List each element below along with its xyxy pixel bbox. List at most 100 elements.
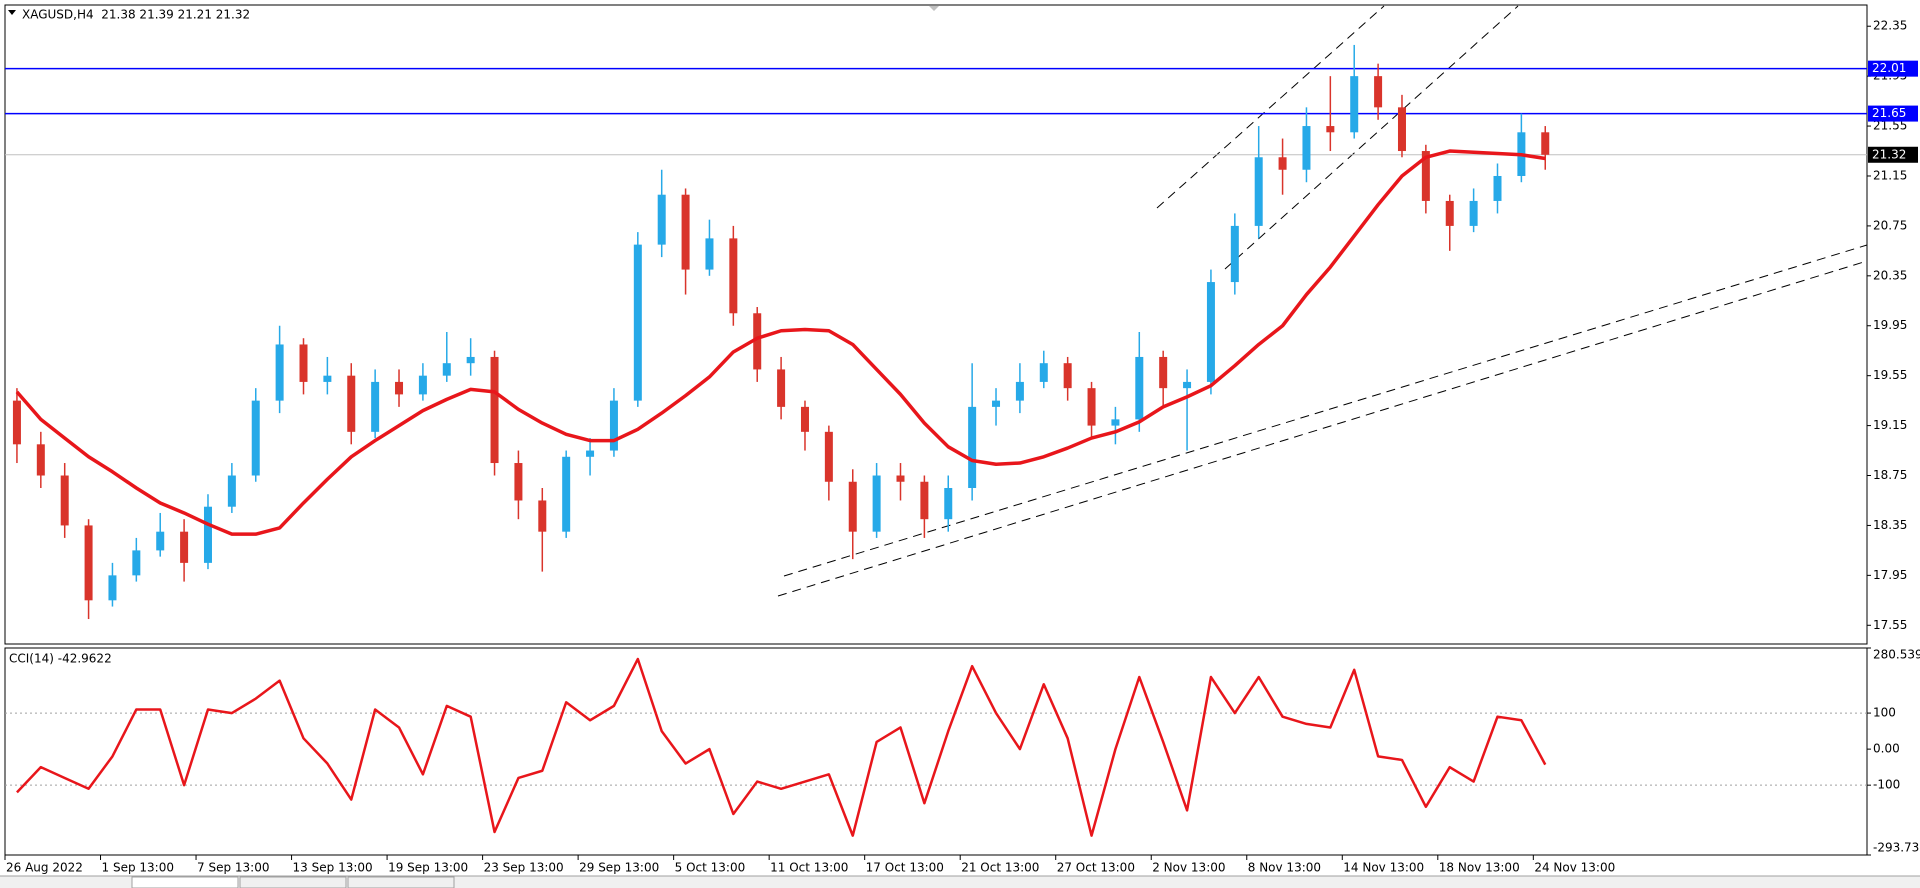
candle-body — [1063, 363, 1072, 389]
indicator-header: CCI(14) -42.9622 — [9, 652, 112, 666]
candle-body — [1302, 126, 1311, 170]
candle-body — [1493, 175, 1502, 201]
candle-body — [1397, 107, 1406, 152]
candle-body — [1541, 132, 1550, 155]
level-tag — [1868, 146, 1918, 163]
candle-body — [1159, 356, 1168, 389]
candle-body — [132, 550, 141, 576]
shift-marker — [929, 6, 939, 11]
cci-line — [16, 657, 1547, 837]
channel-line — [1224, 5, 1519, 270]
symbol-header: XAGUSD,H4 21.38 21.39 21.21 21.32 — [22, 8, 250, 22]
y-tick-label: 19.95 — [1873, 318, 1907, 332]
candle-body — [1326, 126, 1335, 133]
x-tick-label: 21 Oct 13:00 — [961, 861, 1039, 875]
x-tick-label: 14 Nov 13:00 — [1343, 861, 1424, 875]
x-tick-label: 5 Oct 13:00 — [675, 861, 746, 875]
candle-body — [872, 475, 881, 532]
candle-body — [1350, 76, 1359, 133]
candle-body — [944, 487, 953, 520]
candle-body — [729, 238, 738, 314]
candle-body — [251, 400, 260, 476]
chart-tab[interactable] — [239, 876, 347, 888]
candle-body — [347, 375, 356, 432]
menu-arrow[interactable] — [8, 10, 16, 15]
candle-body — [848, 481, 857, 532]
x-tick-label: 26 Aug 2022 — [6, 861, 83, 875]
y-tick-label: 19.55 — [1873, 368, 1907, 382]
y-tick-label: 21.55 — [1873, 119, 1907, 133]
x-tick-label: 27 Oct 13:00 — [1057, 861, 1135, 875]
y-tick-label: 280.539 — [1873, 648, 1920, 662]
cci-panel — [4, 647, 1868, 856]
x-tick-label: 18 Nov 13:00 — [1439, 861, 1520, 875]
candle-body — [586, 450, 595, 457]
chart-tab[interactable] — [131, 876, 239, 888]
x-tick-label: 19 Sep 13:00 — [388, 861, 468, 875]
x-tick-label: 24 Nov 13:00 — [1534, 861, 1615, 875]
trend-line — [777, 260, 1868, 597]
candle-body — [60, 475, 69, 526]
candle-body — [753, 313, 762, 370]
x-tick-label: 7 Sep 13:00 — [197, 861, 269, 875]
candle-body — [299, 344, 308, 382]
y-tick-label: 17.95 — [1873, 568, 1907, 582]
tab-bar — [0, 876, 1920, 888]
level-tag — [1868, 60, 1918, 77]
candle-body — [992, 400, 1001, 407]
candle-body — [1469, 200, 1478, 226]
y-tick-label: 0.00 — [1873, 742, 1900, 756]
chart-tab[interactable] — [347, 876, 455, 888]
y-tick-label: -293.733 — [1873, 841, 1920, 855]
candle-body — [203, 506, 212, 563]
trend-line — [783, 244, 1868, 577]
candle-body — [968, 406, 977, 488]
candle-body — [1135, 356, 1144, 420]
level-tag — [1868, 105, 1918, 122]
level-label: 21.65 — [1872, 106, 1906, 120]
candle-body — [1206, 282, 1215, 382]
candle-body — [418, 375, 427, 395]
channel-line — [1156, 5, 1385, 209]
candle-body — [371, 381, 380, 432]
candle-body — [609, 400, 618, 451]
candle-body — [1421, 151, 1430, 201]
candle-body — [227, 475, 236, 507]
level-label: 22.01 — [1872, 61, 1906, 75]
candle-body — [1039, 363, 1048, 382]
candle-body — [1015, 381, 1024, 401]
x-tick-label: 1 Sep 13:00 — [102, 861, 174, 875]
y-tick-label: 19.15 — [1873, 418, 1907, 432]
candle-body — [800, 406, 809, 432]
candle-body — [1445, 200, 1454, 226]
candle-body — [156, 531, 165, 551]
candle-body — [1230, 225, 1239, 283]
candle-body — [920, 481, 929, 520]
x-tick-label: 13 Sep 13:00 — [293, 861, 373, 875]
candle-body — [84, 525, 93, 601]
candle-body — [323, 375, 332, 382]
trendlines — [777, 5, 1868, 597]
x-tick-label: 8 Nov 13:00 — [1248, 861, 1321, 875]
candle-body — [12, 400, 21, 445]
x-tick-label: 2 Nov 13:00 — [1152, 861, 1225, 875]
candle-body — [395, 381, 404, 395]
y-tick-label: 18.75 — [1873, 468, 1907, 482]
candle-body — [896, 475, 905, 482]
x-tick-label: 11 Oct 13:00 — [770, 861, 848, 875]
candle-body — [1254, 157, 1263, 226]
y-tick-label: 21.15 — [1873, 168, 1907, 182]
candle-body — [490, 356, 499, 464]
y-tick-label: 22.35 — [1873, 19, 1907, 33]
candle-body — [1278, 157, 1287, 170]
price-panel — [4, 4, 1868, 645]
candle-body — [705, 238, 714, 270]
candle-body — [777, 369, 786, 407]
candle-body — [108, 575, 117, 601]
candle-body — [681, 194, 690, 270]
y-tick-label: 20.35 — [1873, 268, 1907, 282]
candle-body — [633, 244, 642, 401]
